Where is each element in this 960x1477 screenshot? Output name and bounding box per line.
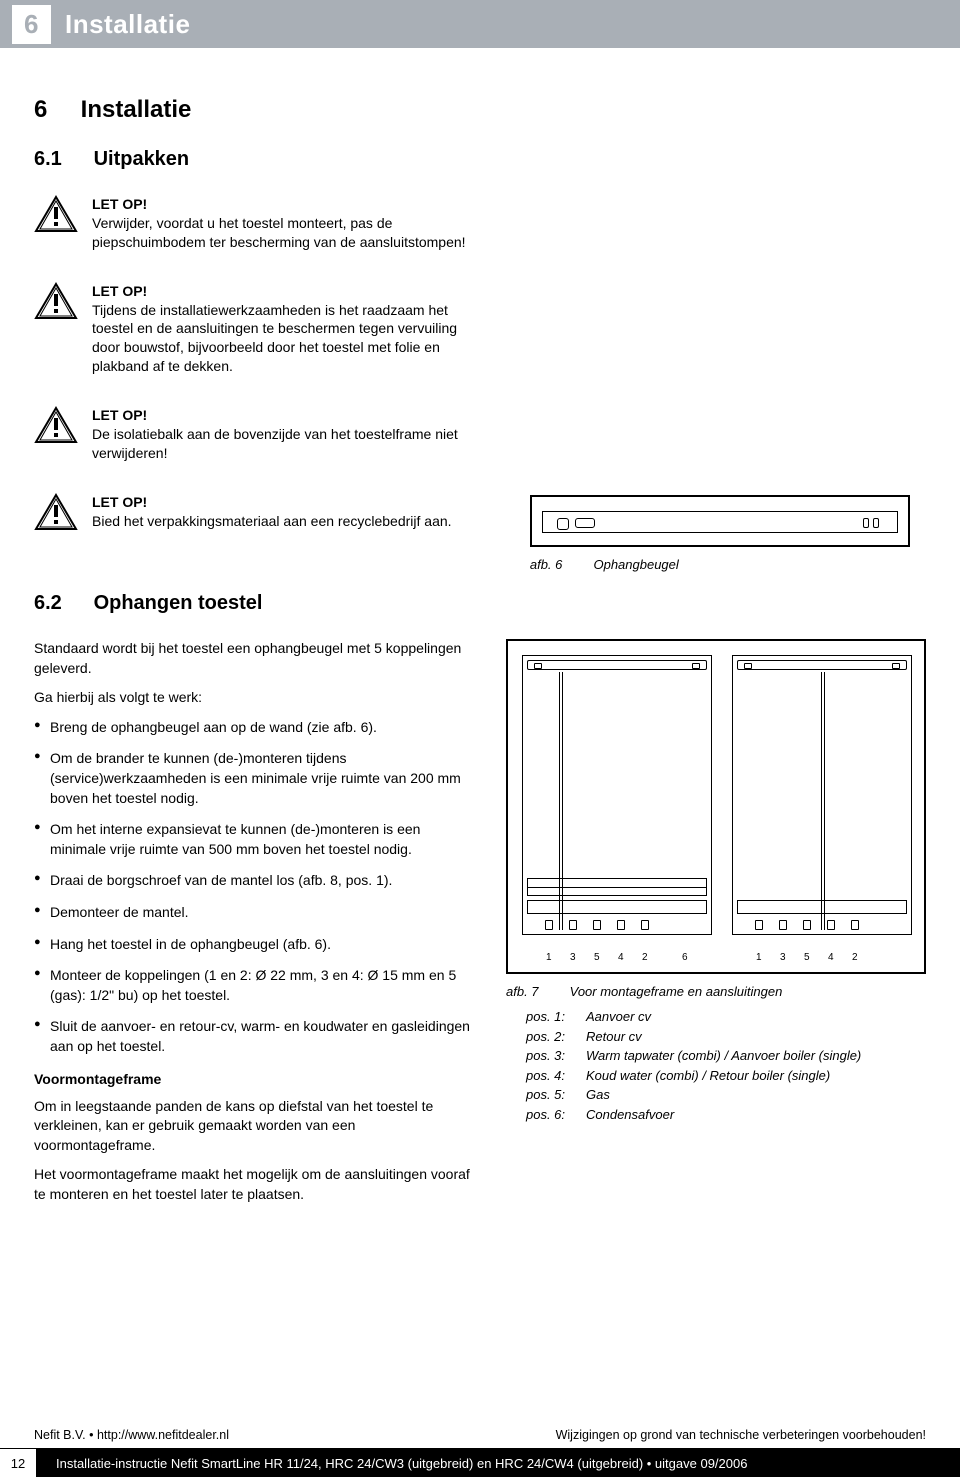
stub-label: 1 <box>546 952 552 963</box>
stub-label: 6 <box>682 952 688 963</box>
list-item: Sluit de aanvoer- en retour-cv, warm- en… <box>34 1017 476 1056</box>
stub-label: 5 <box>594 952 600 963</box>
section-name: Installatie <box>81 96 192 123</box>
figure-7-caption: afb. 7 Voor montageframe en aansluitinge… <box>506 984 926 999</box>
section-title: 6 Installatie <box>34 96 926 124</box>
sub-heading: Voormontageframe <box>34 1071 476 1087</box>
paragraph: Om in leegstaande panden de kans op dief… <box>34 1097 476 1156</box>
subsection-6-2-title: 6.2 Ophangen toestel <box>34 592 926 615</box>
footer-left: Nefit B.V. • http://www.nefitdealer.nl <box>34 1428 229 1442</box>
legend-pos: pos. 1: <box>526 1007 586 1027</box>
list-item: Om het interne expansievat te kunnen (de… <box>34 820 476 859</box>
page-number: 12 <box>0 1449 36 1477</box>
legend-desc: Gas <box>586 1085 610 1105</box>
caution-icon <box>34 406 78 444</box>
warning-head: LET OP! <box>92 406 480 425</box>
left-column: LET OP! Verwijder, voordat u het toestel… <box>34 195 480 572</box>
warning-block: LET OP! Tijdens de installatiewerkzaamhe… <box>34 282 480 376</box>
caution-icon <box>34 282 78 320</box>
footer-doc-title: Installatie-instructie Nefit SmartLine H… <box>36 1456 747 1471</box>
figure-7: 1 3 5 4 2 6 1 3 5 4 2 <box>506 639 926 974</box>
right-column-2: 1 3 5 4 2 6 1 3 5 4 2 afb. 7 Voor montag… <box>506 639 926 1214</box>
header-title: Installatie <box>65 9 190 40</box>
legend-desc: Condensafvoer <box>586 1105 674 1125</box>
warning-head: LET OP! <box>92 282 480 301</box>
legend-desc: Warm tapwater (combi) / Aanvoer boiler (… <box>586 1046 861 1066</box>
legend-desc: Koud water (combi) / Retour boiler (sing… <box>586 1066 830 1086</box>
warning-body: Tijdens de installatiewerkzaamheden is h… <box>92 302 457 375</box>
legend-pos: pos. 4: <box>526 1066 586 1086</box>
warning-body: Verwijder, voordat u het toestel monteer… <box>92 215 466 250</box>
stub-label: 4 <box>828 952 834 963</box>
caution-icon <box>34 493 78 531</box>
subsection-number: 6.2 <box>34 592 88 615</box>
warning-block: LET OP! Verwijder, voordat u het toestel… <box>34 195 480 252</box>
left-column-2: Standaard wordt bij het toestel een opha… <box>34 639 476 1214</box>
page-content: 6 Installatie 6.1 Uitpakken LET OP! Verw… <box>0 48 960 1214</box>
stub-label: 3 <box>780 952 786 963</box>
list-item: Om de brander te kunnen (de-)monteren ti… <box>34 749 476 808</box>
stub-label: 2 <box>852 952 858 963</box>
legend-pos: pos. 6: <box>526 1105 586 1125</box>
stub-label: 2 <box>642 952 648 963</box>
warning-body: De isolatiebalk aan de bovenzijde van he… <box>92 426 458 461</box>
stub-label: 4 <box>618 952 624 963</box>
header-chapter-number: 6 <box>12 5 51 44</box>
legend-pos: pos. 5: <box>526 1085 586 1105</box>
figure-7-text: Voor montageframe en aansluitingen <box>570 984 783 999</box>
section-number: 6 <box>34 96 74 124</box>
stub-label: 3 <box>570 952 576 963</box>
page-footer: Nefit B.V. • http://www.nefitdealer.nl W… <box>0 1428 960 1477</box>
figure-6-caption: afb. 6 Ophangbeugel <box>530 557 926 572</box>
bullet-list: Breng de ophangbeugel aan op de wand (zi… <box>34 718 476 1057</box>
list-item: Hang het toestel in de ophangbeugel (afb… <box>34 935 476 955</box>
list-item: Demonteer de mantel. <box>34 903 476 923</box>
warning-block: LET OP! Bied het verpakkingsmateriaal aa… <box>34 493 480 531</box>
legend-desc: Aanvoer cv <box>586 1007 651 1027</box>
paragraph: Ga hierbij als volgt te werk: <box>34 688 476 708</box>
warning-head: LET OP! <box>92 493 452 512</box>
figure-7-legend: pos. 1:Aanvoer cv pos. 2:Retour cv pos. … <box>526 1007 926 1124</box>
subsection-name: Uitpakken <box>94 148 190 170</box>
caution-icon <box>34 195 78 233</box>
footer-right: Wijzigingen op grond van technische verb… <box>556 1428 926 1442</box>
subsection-6-1-title: 6.1 Uitpakken <box>34 148 926 171</box>
figure-6-label: afb. 6 <box>530 557 590 572</box>
right-column: afb. 6 Ophangbeugel <box>510 195 926 572</box>
subsection-name: Ophangen toestel <box>94 592 263 614</box>
warning-block: LET OP! De isolatiebalk aan de bovenzijd… <box>34 406 480 463</box>
header-band: 6 Installatie <box>0 0 960 48</box>
list-item: Draai de borgschroef van de mantel los (… <box>34 871 476 891</box>
figure-6-text: Ophangbeugel <box>593 557 678 572</box>
warning-body: Bied het verpakkingsmateriaal aan een re… <box>92 513 452 529</box>
subsection-number: 6.1 <box>34 148 88 171</box>
stub-label: 5 <box>804 952 810 963</box>
stub-label: 1 <box>756 952 762 963</box>
legend-pos: pos. 2: <box>526 1027 586 1047</box>
warning-head: LET OP! <box>92 195 480 214</box>
paragraph: Standaard wordt bij het toestel een opha… <box>34 639 476 678</box>
figure-7-label: afb. 7 <box>506 984 566 999</box>
list-item: Monteer de koppelingen (1 en 2: Ø 22 mm,… <box>34 966 476 1005</box>
figure-6 <box>530 495 910 547</box>
legend-desc: Retour cv <box>586 1027 642 1047</box>
paragraph: Het voormontageframe maakt het mogelijk … <box>34 1165 476 1204</box>
legend-pos: pos. 3: <box>526 1046 586 1066</box>
list-item: Breng de ophangbeugel aan op de wand (zi… <box>34 718 476 738</box>
